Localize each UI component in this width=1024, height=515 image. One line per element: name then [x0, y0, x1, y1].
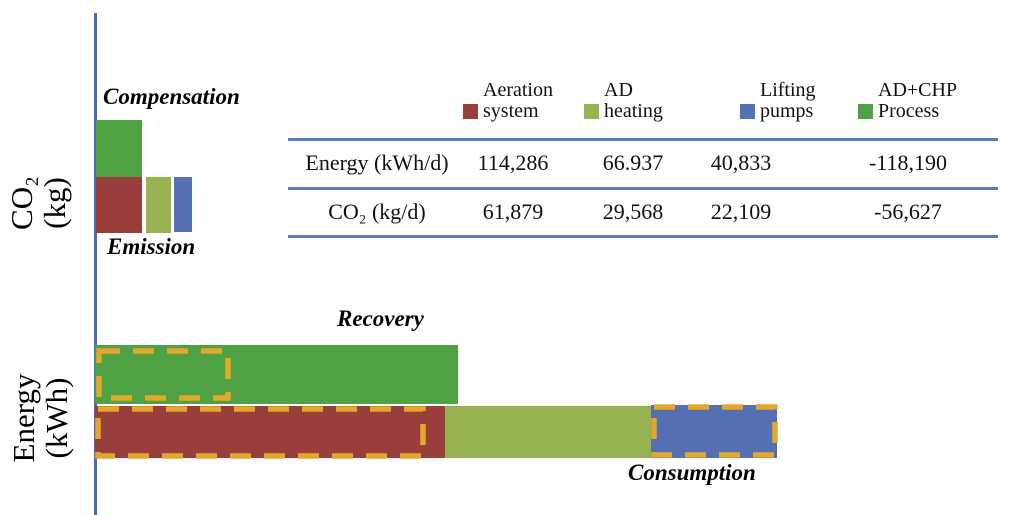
legend-swatch-lifting-pumps	[740, 104, 755, 119]
co2-emission-segment-aeration	[96, 177, 142, 233]
legend-swatch-ad-heating	[584, 104, 599, 119]
table-row-co2-label: CO₂ (kg/d)	[328, 199, 426, 224]
recovery-label: Recovery	[337, 306, 424, 331]
co2-axis-label-line1: CO₂	[4, 176, 39, 230]
table-row-energy-label: Energy (kWh/d)	[305, 150, 449, 175]
compensation-label: Compensation	[103, 84, 240, 109]
consumption-label: Consumption	[628, 460, 756, 485]
legend-label-aeration-system: Aeration system	[483, 79, 553, 122]
table-co2-aeration-value: 61,879	[482, 199, 544, 224]
energy-recovery-bar-adchp	[95, 345, 458, 404]
energy-axis-label-line2: (kWh)	[39, 377, 74, 459]
co2-axis-label: CO₂ (kg)	[4, 176, 72, 230]
table-co2-adchp-value: -56,627	[874, 199, 942, 224]
energy-consumption-segment-lifting-pumps	[651, 405, 777, 458]
legend-swatch-adchp-process	[858, 104, 873, 119]
table-energy-lifting-pumps-value: 40,833	[710, 150, 772, 175]
co2-axis-label-line2: (kg)	[37, 177, 72, 229]
y-axis-line	[94, 13, 97, 515]
table-energy-adchp-value: -118,190	[868, 150, 947, 175]
table-co2-lifting-pumps-value: 22,109	[710, 199, 772, 224]
legend-label-ad-heating: AD heating	[604, 79, 663, 122]
energy-consumption-segment-aeration	[95, 406, 445, 458]
table-rule-top	[288, 138, 998, 141]
highlight-dashed-box-aeration-segment	[95, 406, 426, 459]
table-rule-middle	[288, 187, 998, 190]
highlight-dashed-box-lifting-pumps-segment	[651, 404, 778, 458]
table-energy-aeration-value: 114,286	[477, 150, 549, 175]
co2-compensation-bar-adchp	[96, 120, 142, 177]
emission-label: Emission	[107, 234, 196, 259]
table-energy-ad-heating-value: 66.937	[602, 150, 664, 175]
table-rule-bottom	[288, 235, 998, 238]
legend-swatch-aeration-system	[463, 104, 478, 119]
energy-axis-label-line1: Energy	[6, 373, 41, 463]
highlight-dashed-box-recovery-portion	[96, 348, 231, 401]
co2-emission-segment-lifting-pumps	[174, 177, 192, 232]
co2-emission-segment-ad-heating	[146, 177, 171, 233]
table-co2-ad-heating-value: 29,568	[602, 199, 664, 224]
legend-label-adchp-process: AD+CHP Process	[878, 79, 958, 122]
legend-label-lifting-pumps: Lifting pumps	[760, 79, 816, 122]
energy-consumption-segment-ad-heating	[445, 406, 651, 458]
energy-axis-label: Energy (kWh)	[6, 373, 74, 463]
